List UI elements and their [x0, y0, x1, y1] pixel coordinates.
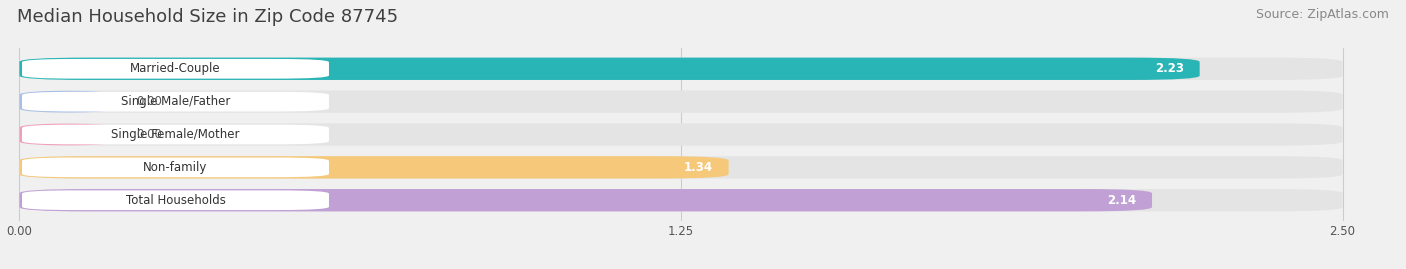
- FancyBboxPatch shape: [20, 123, 115, 146]
- FancyBboxPatch shape: [20, 90, 115, 113]
- FancyBboxPatch shape: [20, 156, 728, 179]
- Text: 2.23: 2.23: [1154, 62, 1184, 75]
- FancyBboxPatch shape: [20, 189, 1152, 211]
- Text: Married-Couple: Married-Couple: [131, 62, 221, 75]
- FancyBboxPatch shape: [22, 92, 329, 112]
- Text: Non-family: Non-family: [143, 161, 208, 174]
- Text: Median Household Size in Zip Code 87745: Median Household Size in Zip Code 87745: [17, 8, 398, 26]
- Text: 1.34: 1.34: [683, 161, 713, 174]
- FancyBboxPatch shape: [20, 58, 1343, 80]
- Text: Source: ZipAtlas.com: Source: ZipAtlas.com: [1256, 8, 1389, 21]
- FancyBboxPatch shape: [22, 190, 329, 210]
- FancyBboxPatch shape: [20, 156, 1343, 179]
- Text: Single Female/Mother: Single Female/Mother: [111, 128, 240, 141]
- FancyBboxPatch shape: [22, 157, 329, 177]
- FancyBboxPatch shape: [20, 58, 1199, 80]
- Text: 0.00: 0.00: [136, 128, 162, 141]
- FancyBboxPatch shape: [20, 189, 1343, 211]
- Text: Single Male/Father: Single Male/Father: [121, 95, 231, 108]
- Text: 2.14: 2.14: [1107, 194, 1136, 207]
- FancyBboxPatch shape: [22, 125, 329, 144]
- Text: 0.00: 0.00: [136, 95, 162, 108]
- FancyBboxPatch shape: [20, 90, 1343, 113]
- FancyBboxPatch shape: [22, 59, 329, 79]
- FancyBboxPatch shape: [20, 123, 1343, 146]
- Text: Total Households: Total Households: [125, 194, 225, 207]
